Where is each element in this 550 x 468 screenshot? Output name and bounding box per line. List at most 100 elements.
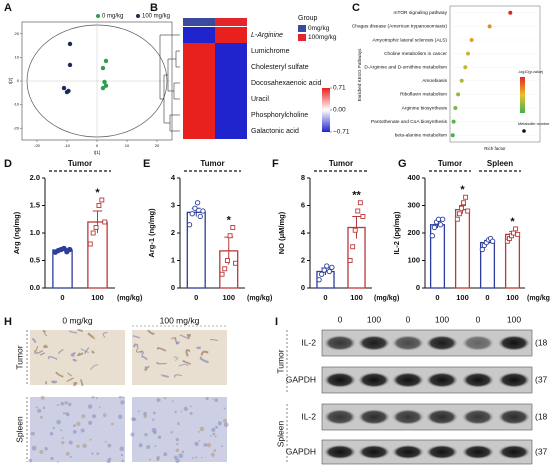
tissue-stroke	[55, 371, 64, 378]
data-point	[102, 219, 108, 225]
tissue-dot	[211, 427, 216, 432]
column-label: 100 mg/kg	[160, 315, 200, 325]
data-point	[329, 264, 335, 271]
tissue-dot	[215, 425, 218, 429]
tissue-dot	[223, 407, 226, 410]
tissue-stroke	[80, 348, 89, 353]
row-label: Cholesteryl sulfate	[251, 64, 309, 71]
data-point	[463, 194, 469, 200]
tissue-dot	[91, 414, 97, 419]
heatmap-cell	[215, 59, 247, 75]
blot-band	[392, 372, 424, 388]
blot-band	[324, 335, 356, 351]
y-tick-label: 100	[407, 255, 420, 264]
data-point	[465, 208, 471, 214]
data-point	[515, 231, 521, 237]
tissue-dot	[56, 419, 61, 425]
data-point	[350, 244, 356, 250]
blot-band	[324, 444, 356, 460]
tissue-dot	[37, 408, 42, 413]
legend-label: 100mg/kg	[308, 34, 337, 41]
pathway-label: Arginine biosynthesis	[402, 105, 448, 111]
tissue-stroke	[199, 356, 209, 364]
tissue-dot	[76, 421, 81, 426]
tissue-stroke	[156, 361, 167, 365]
heatmap-cell	[215, 75, 247, 91]
data-point	[197, 213, 203, 220]
plot-frame	[449, 5, 541, 143]
tissue-dot	[175, 458, 180, 463]
color-legend	[520, 77, 525, 113]
colorbar	[322, 88, 330, 132]
pathway-label: Amoebiasis	[422, 78, 447, 84]
tissue-dot	[117, 414, 123, 419]
blot-band	[462, 444, 494, 460]
data-point	[194, 200, 201, 206]
tissue-dot	[60, 429, 63, 432]
tissue-stroke	[209, 338, 219, 342]
data-point	[224, 258, 230, 263]
data-point	[316, 277, 322, 283]
tissue-stroke	[79, 379, 84, 387]
tissue-stroke	[90, 364, 99, 371]
x-tick-label: 0	[60, 293, 64, 302]
blot-band	[426, 444, 458, 460]
data-point	[324, 263, 330, 269]
tissue-stroke	[31, 337, 37, 343]
tissue-dot	[194, 441, 199, 447]
tissue-dot	[157, 435, 162, 439]
pca-point	[103, 58, 109, 64]
x-tick-label: 100	[506, 293, 519, 302]
tissue-dot	[50, 457, 53, 460]
y-tick-label: 10	[15, 54, 20, 59]
tissue-dot	[195, 456, 198, 459]
y-tick-label: 20	[15, 31, 20, 36]
tissue-dot	[122, 396, 124, 399]
tissue-dot	[120, 453, 124, 457]
lane-label: 0	[406, 314, 411, 324]
tissue-dot	[39, 415, 43, 419]
column-label: 0 mg/kg	[62, 315, 93, 325]
blot-band	[462, 409, 494, 425]
tissue-dot	[178, 453, 184, 459]
tissue-stroke	[77, 329, 84, 333]
tissue-stroke	[174, 374, 182, 378]
tissue-dot	[211, 398, 214, 400]
tissue-stroke	[72, 358, 78, 362]
tissue-dot	[130, 432, 135, 437]
pca-point	[66, 88, 71, 94]
panel-label: H	[4, 316, 12, 328]
pathway-dot	[508, 10, 513, 15]
x-tick-label: 0	[194, 293, 198, 302]
ihc-image	[132, 330, 227, 385]
y-tick-label: 1	[171, 255, 175, 264]
tissue-dot	[163, 452, 168, 457]
tissue-dot	[69, 455, 72, 458]
row-label: L-Arginine	[251, 32, 283, 39]
data-point	[347, 258, 353, 263]
tissue-dot	[190, 405, 192, 408]
lane-label: 0	[476, 314, 481, 324]
group-label: Tumor	[275, 349, 285, 373]
tissue-dot	[175, 438, 179, 442]
tissue-stroke	[185, 349, 191, 357]
data-point	[189, 211, 195, 217]
tissue-dot	[131, 417, 136, 422]
tissue-dot	[31, 445, 37, 451]
group-label: Spleen	[487, 159, 513, 168]
tissue-dot	[104, 441, 107, 443]
protein-label: IL-2	[301, 337, 316, 347]
tissue-stroke	[77, 352, 84, 357]
tissue-dot	[223, 418, 227, 423]
blot-band	[324, 409, 356, 425]
tissue-dot	[52, 427, 55, 430]
tissue-dot	[151, 427, 157, 433]
data-point	[61, 245, 67, 252]
y-tick-label: 8	[301, 173, 305, 182]
significance: *	[460, 184, 465, 196]
data-point	[461, 200, 466, 206]
data-point	[321, 267, 327, 273]
heatmap-cell	[215, 123, 247, 139]
tissue-dot	[98, 406, 101, 409]
